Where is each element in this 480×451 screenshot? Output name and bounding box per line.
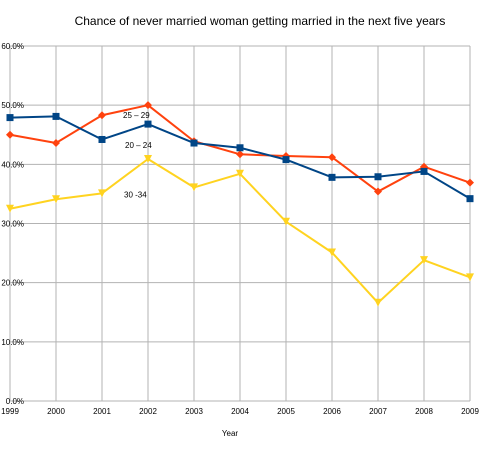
data-point	[144, 120, 152, 128]
data-point	[6, 130, 14, 139]
series-group	[6, 101, 474, 307]
series-label: 30 -34	[124, 190, 147, 199]
data-point	[6, 114, 14, 122]
data-point	[236, 144, 244, 152]
data-point	[6, 204, 14, 213]
data-point	[98, 189, 106, 198]
y-tick-label: 60.0%	[1, 42, 24, 51]
x-tick-label: 2005	[277, 407, 295, 416]
x-tick-label: 2002	[139, 407, 157, 416]
data-point	[466, 273, 474, 282]
series-labels: 25 – 29 20 – 24 30 -34	[123, 111, 152, 199]
x-tick-label: 2008	[415, 407, 433, 416]
y-axis-ticks: 0.0% 10.0% 20.0% 30.0% 40.0% 50.0% 60.0%	[1, 42, 24, 406]
data-point	[190, 183, 198, 192]
x-axis-ticks: 1999 2000 2001 2002 2003 2004 2005 2006 2007 2008…	[1, 407, 479, 416]
data-point	[52, 139, 60, 148]
y-tick-label: 40.0%	[1, 160, 24, 169]
x-tick-label: 2003	[185, 407, 203, 416]
data-point	[282, 156, 290, 164]
data-point	[374, 173, 382, 181]
data-point	[328, 248, 336, 257]
data-point	[98, 111, 106, 120]
data-point	[190, 139, 198, 147]
y-tick-label: 30.0%	[1, 220, 24, 229]
data-point	[328, 173, 336, 181]
data-point	[52, 195, 60, 204]
x-tick-label: 1999	[1, 407, 19, 416]
data-point	[466, 178, 474, 187]
series-label: 25 – 29	[123, 111, 150, 120]
data-point	[374, 298, 382, 307]
x-tick-label: 2000	[47, 407, 65, 416]
data-point	[420, 256, 428, 265]
x-tick-label: 2009	[461, 407, 479, 416]
grid	[9, 45, 471, 402]
data-point	[466, 195, 474, 203]
data-point	[282, 217, 290, 226]
x-tick-label: 2001	[93, 407, 111, 416]
y-tick-label: 0.0%	[6, 397, 24, 406]
series-2	[6, 112, 474, 203]
x-tick-label: 2004	[231, 407, 249, 416]
data-point	[98, 135, 106, 143]
data-point	[374, 187, 382, 196]
data-point	[144, 155, 152, 164]
data-point	[236, 169, 244, 178]
data-point	[328, 153, 336, 162]
x-tick-label: 2006	[323, 407, 341, 416]
data-point	[144, 101, 152, 110]
y-tick-label: 50.0%	[1, 101, 24, 110]
series-label: 20 – 24	[125, 141, 152, 150]
series-3	[6, 155, 474, 307]
x-tick-label: 2007	[369, 407, 387, 416]
y-tick-label: 10.0%	[1, 338, 24, 347]
data-point	[236, 150, 244, 159]
y-tick-label: 20.0%	[1, 279, 24, 288]
x-axis-title: Year	[222, 429, 239, 438]
data-point	[52, 112, 60, 120]
chart-title: Chance of never married woman getting ma…	[75, 14, 446, 28]
data-point	[420, 167, 428, 175]
